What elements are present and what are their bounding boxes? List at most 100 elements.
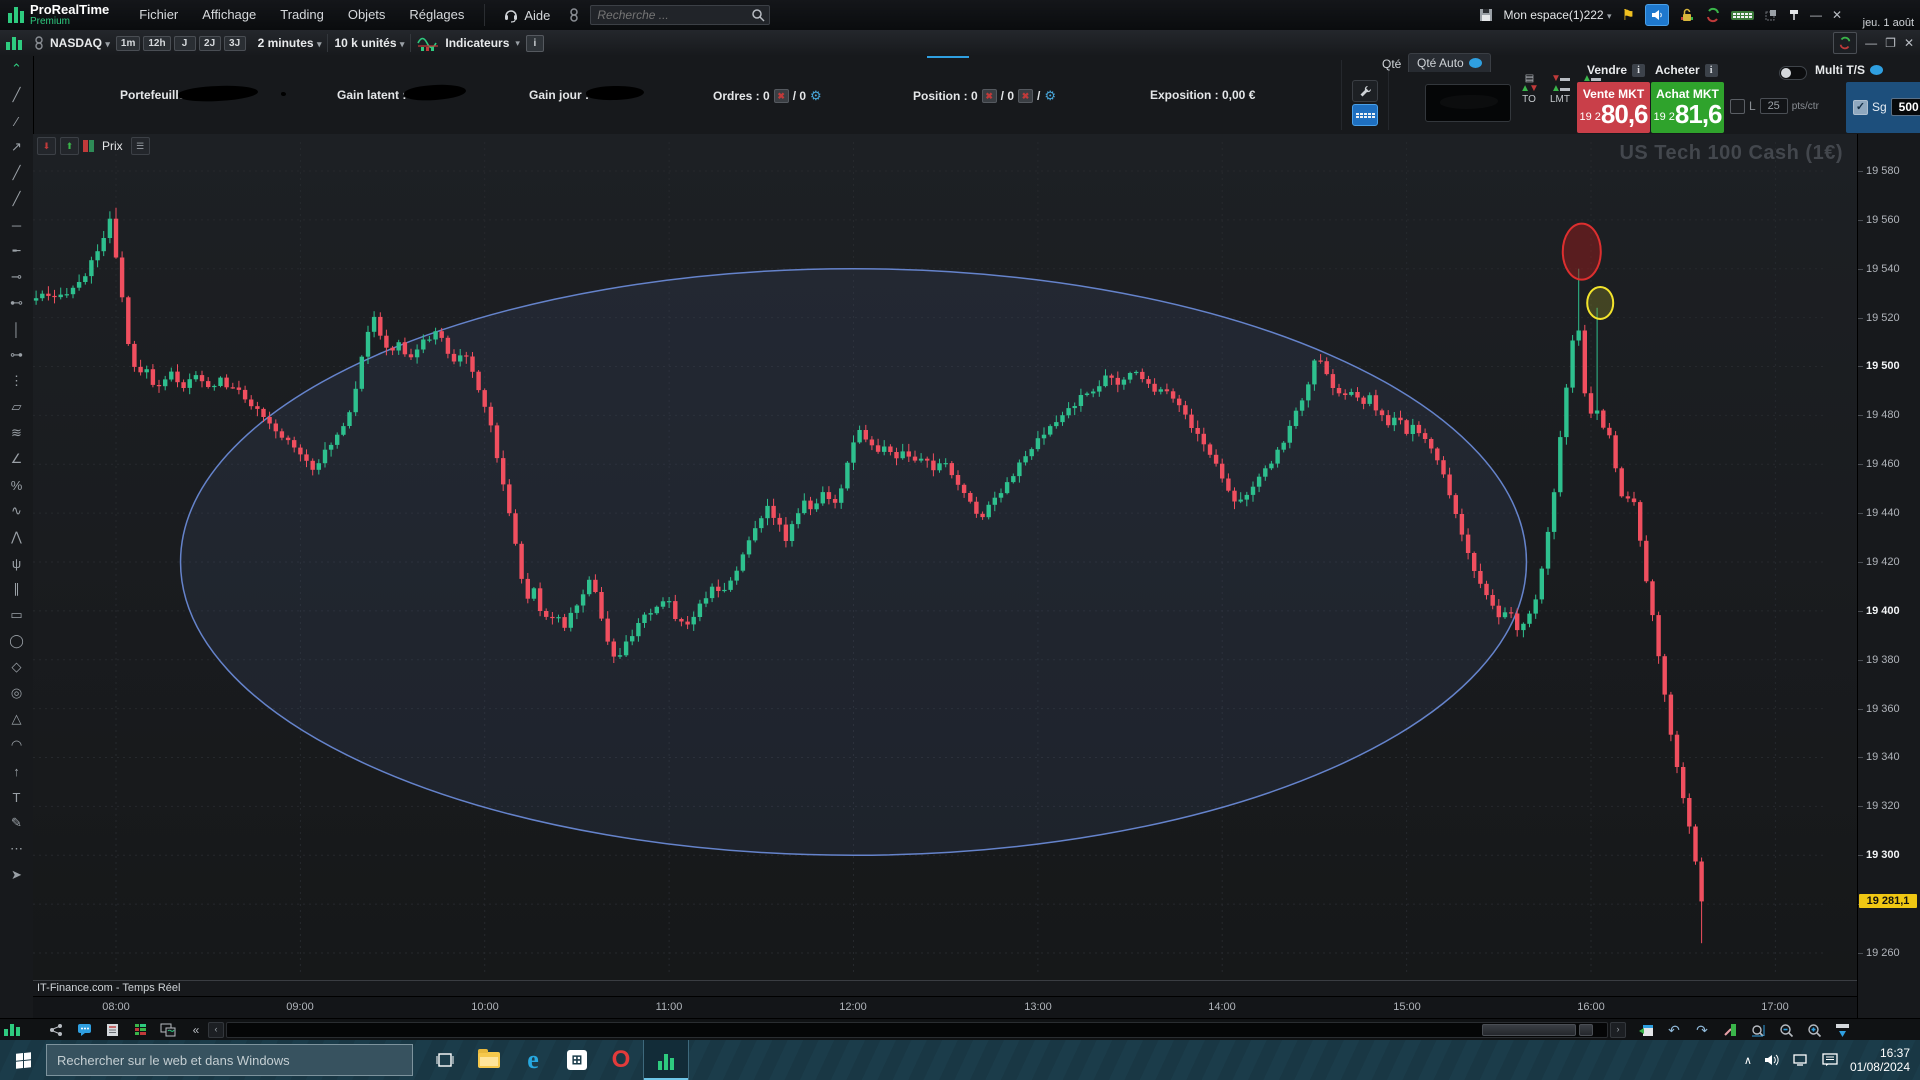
undo-icon[interactable]: ↶	[1668, 1021, 1680, 1038]
limit-value-input[interactable]: 25	[1759, 98, 1788, 114]
minimize-app-button[interactable]: —	[1809, 8, 1822, 22]
orders-settings-icon[interactable]: ⚙	[810, 88, 822, 103]
triangle-tool-icon[interactable]: △	[11, 711, 22, 726]
menu-affichage[interactable]: Affichage	[202, 7, 257, 22]
arrow-up-tool-icon[interactable]: ↑	[13, 763, 20, 779]
more-tools-icon[interactable]: ⋯	[10, 841, 23, 856]
hidden-icons-button[interactable]: ∧	[1743, 1054, 1752, 1067]
menu-objets[interactable]: Objets	[347, 7, 386, 22]
scroll-left-button[interactable]: ‹	[208, 1022, 224, 1038]
timeframe-1m[interactable]: 1m	[115, 35, 141, 51]
horizontal-line-icon[interactable]: ─	[11, 217, 22, 233]
timeframe-j[interactable]: J	[173, 35, 196, 51]
taskbar-search[interactable]: Rechercher sur le web et dans Windows	[46, 1044, 413, 1076]
sell-info-icon[interactable]: i	[1632, 63, 1646, 77]
edge-button[interactable]: e	[511, 1040, 555, 1080]
menu-fichier[interactable]: Fichier	[139, 7, 179, 22]
flag-icon[interactable]: ⚑	[1621, 7, 1635, 24]
cancel-orders-icon[interactable]: ✖	[773, 89, 789, 103]
restore-chart-button[interactable]: ❐	[1885, 36, 1896, 50]
timeframe-3j[interactable]: 3J	[223, 35, 246, 51]
quantity-input[interactable]	[1425, 84, 1511, 122]
indicators-dropdown[interactable]: ▾	[515, 37, 520, 48]
trend-line-icon[interactable]: ╱	[12, 87, 21, 102]
connector-v-icon[interactable]: ⋮	[10, 373, 23, 388]
scroll-fast-left-button[interactable]: «	[192, 1023, 200, 1037]
tab-qty[interactable]: Qté	[1382, 57, 1402, 71]
go-to-date-icon[interactable]	[1636, 1022, 1656, 1038]
search-input[interactable]	[590, 5, 771, 25]
fan-lines-icon[interactable]: ≋	[11, 425, 22, 440]
position-settings-icon[interactable]: ⚙	[1044, 88, 1057, 103]
parallel-line-icon[interactable]: ╱	[12, 191, 21, 206]
pointer-tool-icon[interactable]: ➤	[11, 867, 22, 882]
menu-trading[interactable]: Trading	[280, 7, 324, 22]
price-axis[interactable]: 19 580 19 560 19 540 19 520 19 500 19 480 19 4…	[1857, 134, 1920, 1018]
trading-settings-button[interactable]	[1352, 80, 1378, 102]
units-selector[interactable]: 10 k unités ▾	[334, 36, 405, 50]
angle-icon[interactable]: ∠	[10, 451, 23, 466]
detach-window-icon[interactable]	[1764, 8, 1778, 22]
order-type-lmt[interactable]: ▼▬ ▲▬ LMT	[1546, 74, 1574, 106]
qty-auto-help-icon[interactable]	[1468, 58, 1482, 68]
zoom-fit-icon[interactable]	[1748, 1022, 1768, 1038]
chart-scrollbar[interactable]	[226, 1022, 1608, 1038]
workspace-selector[interactable]: Mon espace(1)222 ▾	[1503, 8, 1612, 22]
circle-tool-icon[interactable]: ◎	[10, 685, 23, 700]
text-tool-icon[interactable]: T	[12, 789, 21, 805]
sound-button[interactable]	[1644, 4, 1669, 26]
refresh-chart-button[interactable]	[1833, 32, 1858, 54]
buy-market-button[interactable]: Achat MKT 19 2 81,6	[1651, 82, 1724, 133]
zoom-out-icon[interactable]	[1776, 1022, 1796, 1038]
timeframe-12h[interactable]: 12h	[143, 35, 171, 51]
workstation-icon[interactable]	[158, 1022, 178, 1038]
pin-icon[interactable]	[1788, 8, 1800, 22]
sync-icon[interactable]	[1705, 7, 1721, 23]
share-icon[interactable]	[46, 1022, 66, 1038]
scrollbar-thumb[interactable]	[1482, 1024, 1576, 1036]
timeframe-2j[interactable]: 2J	[198, 35, 221, 51]
horizontal-ray-icon[interactable]: ⊸	[11, 269, 22, 284]
close-position-icon-2[interactable]: ✖	[1018, 89, 1034, 103]
taskbar-clock[interactable]: 16:37 01/08/2024	[1850, 1046, 1910, 1074]
zoom-in-icon[interactable]	[1804, 1022, 1824, 1038]
redo-icon[interactable]: ↷	[1696, 1021, 1708, 1038]
menu-réglages[interactable]: Réglages	[409, 7, 465, 22]
arc-tool-icon[interactable]: ◠	[10, 737, 23, 752]
pattern-icon[interactable]: ⋀	[11, 529, 22, 544]
rectangle-tool-icon[interactable]: ▭	[10, 607, 23, 622]
close-app-button[interactable]: ✕	[1831, 8, 1842, 22]
help-menu[interactable]: Aide	[493, 7, 560, 23]
arrow-line-icon[interactable]: ↗	[11, 139, 22, 154]
link-windows-icon[interactable]	[568, 7, 580, 23]
instrument-selector[interactable]: NASDAQ ▾	[50, 36, 110, 50]
indicators-button[interactable]: Indicateurs	[445, 36, 510, 50]
price-line-icon[interactable]: ⊷	[10, 295, 23, 310]
ellipse-tool-icon[interactable]: ◯	[9, 633, 24, 648]
lock-trading-icon[interactable]	[1679, 7, 1695, 23]
segment-icon[interactable]: ∕	[15, 113, 18, 129]
file-explorer-button[interactable]	[467, 1040, 511, 1080]
panel-menu-button[interactable]: ☰	[130, 137, 150, 155]
percent-change-icon[interactable]: %	[10, 477, 23, 493]
close-chart-button[interactable]: ✕	[1903, 36, 1914, 50]
time-axis[interactable]: 08:00 09:00 10:00 11:00 12:00 13:00 14:00 15:00…	[33, 996, 1857, 1019]
snap-mode-icon[interactable]	[1720, 1022, 1740, 1038]
orders-list-icon[interactable]	[130, 1022, 150, 1038]
scroll-right-button[interactable]: ›	[1610, 1022, 1626, 1038]
order-type-to[interactable]: ▤ ▲▼ TO	[1515, 74, 1543, 106]
chart-area[interactable]: US Tech 100 Cash (1€) ⬇ ⬆ Prix ☰	[33, 134, 1857, 980]
vertical-line-icon[interactable]: │	[12, 321, 21, 337]
multi-ts-help-icon[interactable]	[1870, 65, 1883, 75]
buy-info-icon[interactable]: i	[1704, 63, 1718, 77]
pencil-tool-icon[interactable]: ✎	[11, 815, 22, 830]
store-button[interactable]: ⊞	[555, 1040, 599, 1080]
polygon-tool-icon[interactable]: ◇	[11, 659, 22, 674]
minimize-chart-button[interactable]: —	[1865, 36, 1878, 50]
shortcut-panel-icon[interactable]	[1730, 10, 1754, 20]
multi-ts-toggle[interactable]	[1779, 66, 1807, 80]
zigzag-icon[interactable]: ∿	[11, 503, 22, 518]
ruler-icon[interactable]: ▱	[11, 399, 22, 414]
news-icon[interactable]	[102, 1022, 122, 1038]
close-position-icon[interactable]: ✖	[981, 89, 997, 103]
